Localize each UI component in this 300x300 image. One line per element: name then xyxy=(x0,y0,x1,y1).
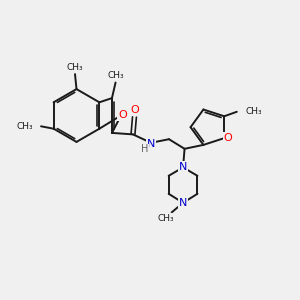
Text: CH₃: CH₃ xyxy=(107,71,124,80)
Text: CH₃: CH₃ xyxy=(158,214,175,223)
Text: O: O xyxy=(224,133,232,143)
Text: N: N xyxy=(179,162,187,172)
Text: CH₃: CH₃ xyxy=(16,122,33,131)
Text: N: N xyxy=(147,139,155,149)
Text: H: H xyxy=(141,144,148,154)
Text: N: N xyxy=(179,198,187,208)
Text: CH₃: CH₃ xyxy=(245,107,262,116)
Text: CH₃: CH₃ xyxy=(67,63,83,72)
Text: O: O xyxy=(130,105,139,116)
Text: O: O xyxy=(118,110,127,121)
